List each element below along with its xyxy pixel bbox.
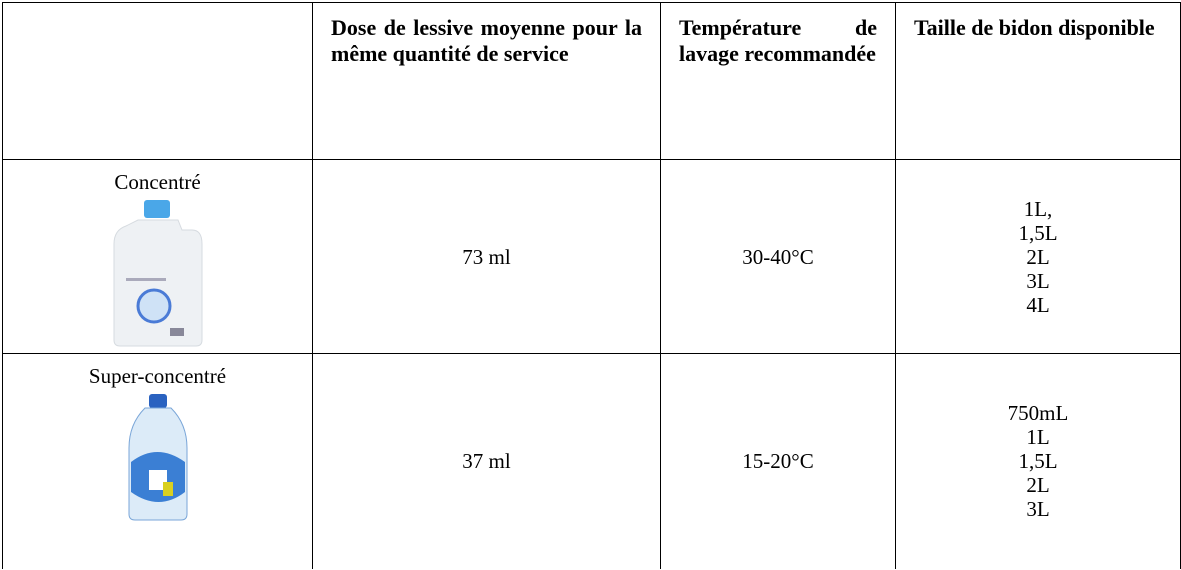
size-item: 1L xyxy=(896,425,1180,449)
size-item: 2L xyxy=(896,245,1180,269)
row-label: Concentré xyxy=(3,170,312,194)
dose-cell: 73 ml xyxy=(313,160,661,354)
bottle-image xyxy=(108,198,208,348)
row-label-cell: Concentré xyxy=(3,160,313,354)
page: Dose de lessive moyenne pour la même qua… xyxy=(0,0,1181,570)
temperature-cell: 15-20°C xyxy=(661,354,896,569)
size-item: 3L xyxy=(896,269,1180,293)
size-item: 2L xyxy=(896,473,1180,497)
bottle-image xyxy=(123,392,193,522)
header-cell: Dose de lessive moyenne pour la même qua… xyxy=(313,3,661,160)
header-cell: Taille de bidon disponible xyxy=(896,3,1181,160)
row-label: Super-concentré xyxy=(3,364,312,388)
size-item: 1,5L xyxy=(896,221,1180,245)
header-cell: Température de lavage recommandée xyxy=(661,3,896,160)
header-row: Dose de lessive moyenne pour la même qua… xyxy=(3,3,1181,160)
comparison-table: Dose de lessive moyenne pour la même qua… xyxy=(2,2,1181,569)
temperature-cell: 30-40°C xyxy=(661,160,896,354)
size-item: 1L, xyxy=(896,197,1180,221)
row-label-cell: Super-concentré xyxy=(3,354,313,569)
empty-header xyxy=(3,3,313,160)
dose-cell: 37 ml xyxy=(313,354,661,569)
size-item: 3L xyxy=(896,497,1180,521)
size-item: 1,5L xyxy=(896,449,1180,473)
size-item: 750mL xyxy=(896,401,1180,425)
size-item: 4L xyxy=(896,293,1180,317)
